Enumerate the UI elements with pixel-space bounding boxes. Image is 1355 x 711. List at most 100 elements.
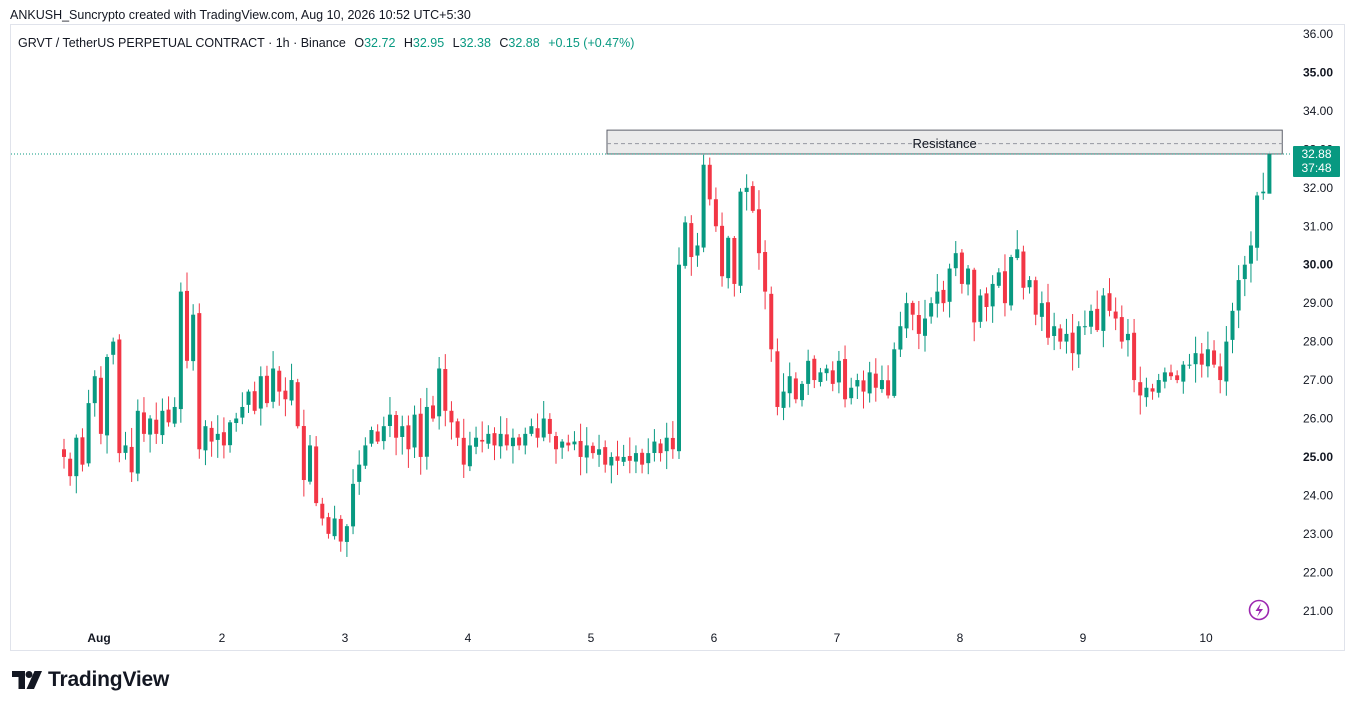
candle-body	[1255, 195, 1260, 248]
symbol-title[interactable]: GRVT / TetherUS PERPETUAL CONTRACT · 1h …	[18, 36, 346, 50]
candle-body	[369, 430, 374, 444]
candle-body	[824, 368, 829, 374]
candle-body	[1132, 332, 1137, 381]
candle-body	[935, 291, 940, 304]
time-tick-label: Aug	[87, 631, 110, 645]
time-tick-label: 7	[834, 631, 841, 645]
price-tick-label: 29.00	[1303, 296, 1333, 310]
candle-body	[412, 414, 417, 448]
candle-body	[98, 377, 103, 434]
candle-body	[277, 370, 282, 392]
candle-body	[590, 445, 595, 454]
lightning-watermark-icon[interactable]	[1248, 599, 1270, 621]
candle-body	[1070, 332, 1075, 354]
candle-body	[1009, 257, 1014, 306]
candle-body	[996, 272, 1001, 286]
candle-body	[904, 303, 909, 329]
candle-body	[480, 439, 485, 442]
last-price-badge-box[interactable]	[1293, 145, 1340, 177]
candle-body	[787, 376, 792, 394]
candle-body	[486, 433, 491, 444]
candle-body	[633, 453, 638, 462]
candle-body	[978, 295, 983, 322]
candle-body	[105, 356, 110, 436]
change-value: +0.15 (+0.47%)	[548, 36, 635, 50]
tradingview-brand[interactable]: TradingView	[12, 668, 169, 692]
candle-body	[264, 375, 269, 404]
time-tick-label: 5	[588, 631, 595, 645]
time-tick-label: 6	[711, 631, 718, 645]
high-label: H	[403, 36, 413, 50]
candle-body	[400, 426, 405, 437]
price-tick-label: 25.00	[1303, 450, 1333, 464]
candle-body	[160, 410, 165, 436]
candle-body	[1242, 264, 1247, 280]
candle-body	[603, 447, 608, 465]
low-value: 32.38	[459, 36, 491, 50]
price-tick-label: 30.00	[1303, 258, 1333, 272]
candle-body	[867, 372, 872, 394]
candle-body	[74, 437, 79, 477]
candle-body	[394, 415, 399, 438]
candle-body	[1046, 302, 1050, 338]
candle-body	[308, 445, 312, 482]
candle-body	[1033, 280, 1038, 315]
candle-body	[732, 237, 737, 284]
candle-body	[966, 268, 971, 285]
candle-body	[652, 441, 657, 453]
candle-body	[1027, 280, 1032, 288]
candle-body	[855, 380, 860, 387]
candle-body	[572, 441, 577, 445]
candle-body	[879, 380, 884, 390]
candle-body	[1107, 293, 1112, 311]
close-value: 32.88	[508, 36, 540, 50]
candle-body	[800, 383, 804, 401]
candle-body	[1015, 249, 1020, 258]
candle-body	[203, 426, 208, 451]
candle-body	[474, 437, 479, 447]
candle-body	[861, 380, 866, 392]
candle-body	[830, 370, 835, 384]
candle-body	[720, 225, 725, 277]
candle-body	[1236, 280, 1241, 311]
price-tick-label: 34.00	[1303, 104, 1333, 118]
candle-body	[1082, 326, 1087, 328]
candle-body	[701, 164, 706, 248]
candle-body	[756, 209, 761, 254]
candle-body	[1095, 308, 1100, 331]
candle-body	[1101, 295, 1106, 331]
candle-body	[1181, 364, 1186, 382]
time-tick-label: 10	[1199, 631, 1213, 645]
candle-body	[898, 326, 903, 350]
candle-body	[357, 464, 362, 482]
high-value: 32.95	[412, 36, 445, 50]
candle-body	[677, 264, 681, 452]
candle-body	[769, 293, 774, 350]
time-tick-label: 8	[957, 631, 964, 645]
candle-body	[461, 437, 466, 465]
candle-body	[1052, 326, 1057, 336]
candle-body	[320, 503, 325, 519]
candle-body	[695, 245, 700, 256]
candle-body	[191, 314, 196, 362]
candle-body	[289, 380, 294, 401]
candle-body	[597, 449, 602, 455]
candle-body	[793, 378, 798, 400]
candle-body	[1064, 333, 1069, 342]
candle-body	[498, 433, 503, 447]
candle-body	[375, 431, 380, 442]
candle-body	[806, 360, 811, 384]
candle-body	[1076, 326, 1081, 355]
candle-body	[363, 445, 368, 466]
candle-body	[1138, 382, 1143, 396]
candle-body	[387, 414, 392, 427]
candle-body	[1199, 353, 1204, 365]
candle-body	[843, 359, 848, 400]
candle-body	[1119, 317, 1124, 342]
candle-body	[1218, 366, 1223, 381]
candle-body	[910, 302, 915, 315]
candle-body	[1169, 372, 1173, 377]
bar-countdown: 37:48	[1301, 161, 1331, 175]
